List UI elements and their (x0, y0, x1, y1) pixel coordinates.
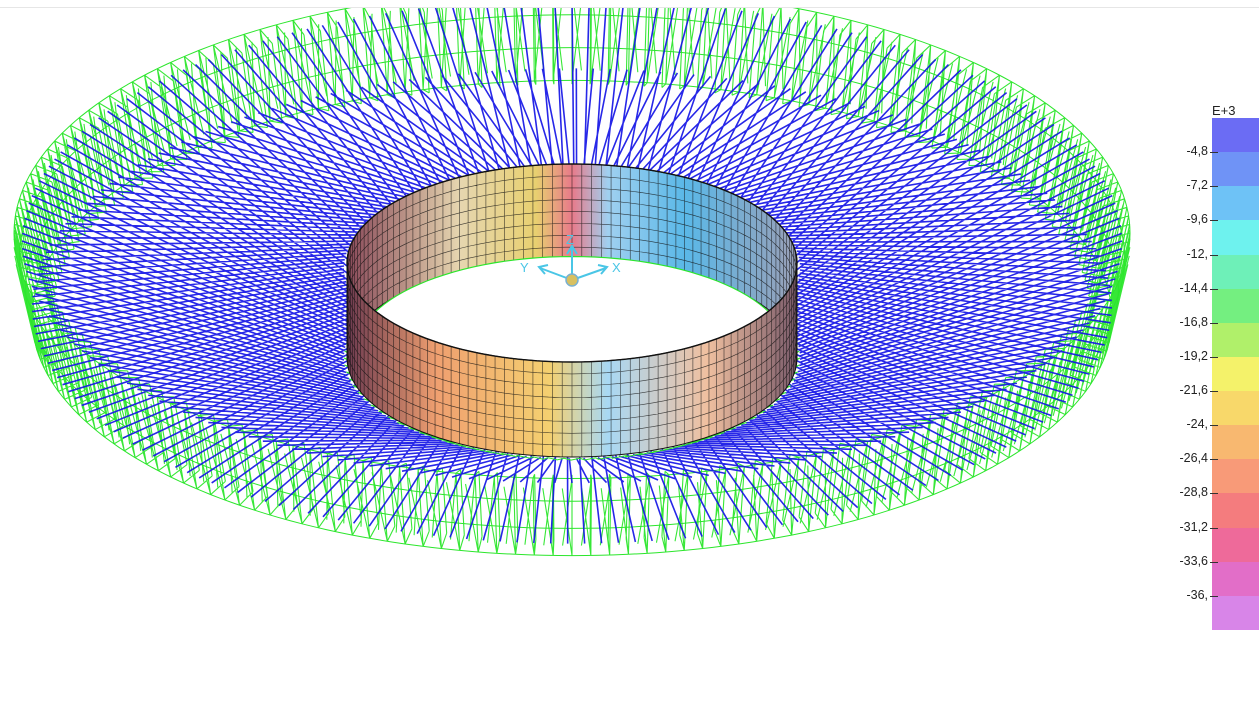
legend-band (1212, 186, 1259, 222)
legend-tick (1210, 220, 1218, 222)
legend-band (1212, 425, 1259, 461)
legend-tick (1210, 152, 1218, 154)
inner-wall-front-grid (346, 263, 798, 457)
legend-tick (1210, 356, 1218, 358)
legend-band (1212, 356, 1259, 393)
legend-tick (1210, 391, 1218, 393)
legend-band (1212, 459, 1259, 495)
legend-band (1212, 254, 1259, 290)
viewport-top-border (0, 0, 1259, 8)
legend-tick (1210, 459, 1218, 461)
legend-value-label: -24, (1186, 417, 1208, 432)
legend-tick (1210, 254, 1218, 256)
axis-label-z: Z (566, 232, 574, 247)
legend-value-label: -19,2 (1179, 348, 1209, 363)
legend-band (1212, 288, 1259, 324)
legend-tick (1210, 288, 1218, 290)
legend-value-label: -36, (1186, 587, 1208, 602)
legend-value-label: -31,2 (1179, 519, 1209, 534)
legend-value-label: -12, (1186, 246, 1208, 261)
legend-tick (1210, 425, 1218, 427)
legend-band (1212, 118, 1259, 154)
legend-tick (1210, 493, 1218, 495)
legend-value-label: -16,8 (1179, 314, 1209, 329)
radial-cable-members (21, 8, 1123, 544)
inner-wall-rim (346, 163, 798, 363)
legend-band (1212, 220, 1259, 256)
legend-value-label: -4,8 (1186, 144, 1208, 159)
legend-tick (1210, 561, 1218, 563)
legend-value-label: -7,2 (1186, 178, 1208, 193)
legend-tick (1210, 322, 1218, 324)
inner-ring-wall (346, 163, 798, 458)
legend-band (1212, 152, 1259, 188)
axis-triad-icon: Z Y X (520, 232, 621, 287)
legend-tick (1210, 595, 1218, 597)
legend-band (1212, 391, 1259, 427)
legend-tick (1210, 186, 1218, 188)
legend-value-label: -21,6 (1179, 383, 1209, 398)
axis-label-y: Y (520, 260, 529, 275)
axis-label-x: X (612, 260, 621, 275)
legend-value-label: -28,8 (1179, 485, 1209, 500)
legend-value-label: -33,6 (1179, 553, 1209, 568)
color-scale-legend: E+3 -4,8 -7,2 -9,6 -12, -14,4 -16,8 -19,2 -21,6… (1180, 98, 1259, 658)
legend-tick (1210, 527, 1218, 529)
legend-value-label: -14,4 (1179, 280, 1209, 295)
legend-band (1212, 493, 1259, 529)
legend-value-label: -26,4 (1179, 451, 1209, 466)
legend-value-label: -9,6 (1186, 212, 1208, 227)
legend-band (1212, 322, 1259, 358)
legend-color-bar (1212, 118, 1259, 630)
legend-band (1212, 561, 1259, 597)
legend-band (1212, 527, 1259, 563)
legend-band (1212, 595, 1259, 630)
radial-cable (21, 8, 1123, 544)
legend-exponent-label: E+3 (1212, 103, 1236, 118)
